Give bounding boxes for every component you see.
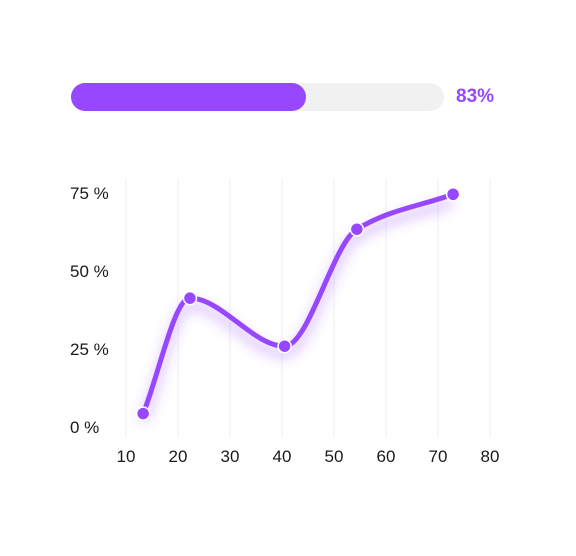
x-tick-label: 30 bbox=[221, 447, 240, 466]
data-point bbox=[135, 406, 151, 421]
y-axis-tick-labels: 0 % 25 % 50 % 75 % bbox=[70, 184, 109, 437]
data-point bbox=[182, 290, 198, 306]
x-tick-label: 40 bbox=[273, 447, 292, 466]
y-tick-label: 0 % bbox=[70, 418, 99, 437]
x-tick-label: 50 bbox=[325, 447, 344, 466]
y-tick-label: 75 % bbox=[70, 184, 109, 203]
x-tick-label: 70 bbox=[429, 447, 448, 466]
progress-percent-label: 83% bbox=[456, 86, 495, 107]
progress-bar-fill bbox=[71, 83, 306, 111]
series-line-shadow bbox=[139, 198, 455, 424]
data-point bbox=[349, 221, 365, 237]
y-tick-label: 50 % bbox=[70, 262, 109, 281]
x-tick-label: 60 bbox=[377, 447, 396, 466]
y-tick-label: 25 % bbox=[70, 340, 109, 359]
chart-series bbox=[135, 186, 461, 424]
data-point bbox=[445, 186, 461, 202]
x-tick-label: 80 bbox=[481, 447, 500, 466]
x-tick-label: 10 bbox=[117, 447, 136, 466]
data-point bbox=[277, 338, 292, 354]
x-axis-tick-labels: 10 20 30 40 50 60 70 80 bbox=[117, 447, 500, 466]
x-tick-label: 20 bbox=[169, 447, 188, 466]
progress-bar bbox=[71, 83, 444, 111]
